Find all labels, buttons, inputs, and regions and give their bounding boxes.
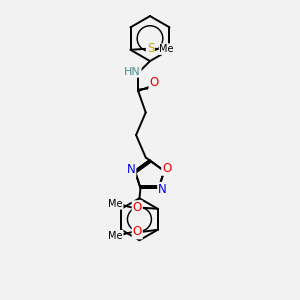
Text: N: N (158, 183, 167, 196)
Text: Me: Me (108, 231, 123, 241)
Text: HN: HN (124, 67, 141, 77)
Text: Me: Me (108, 199, 123, 209)
Text: O: O (133, 225, 142, 239)
Text: O: O (133, 201, 142, 214)
Text: Me: Me (160, 44, 174, 54)
Text: O: O (162, 162, 171, 175)
Text: S: S (147, 42, 154, 55)
Text: N: N (127, 164, 135, 176)
Text: O: O (149, 76, 159, 89)
